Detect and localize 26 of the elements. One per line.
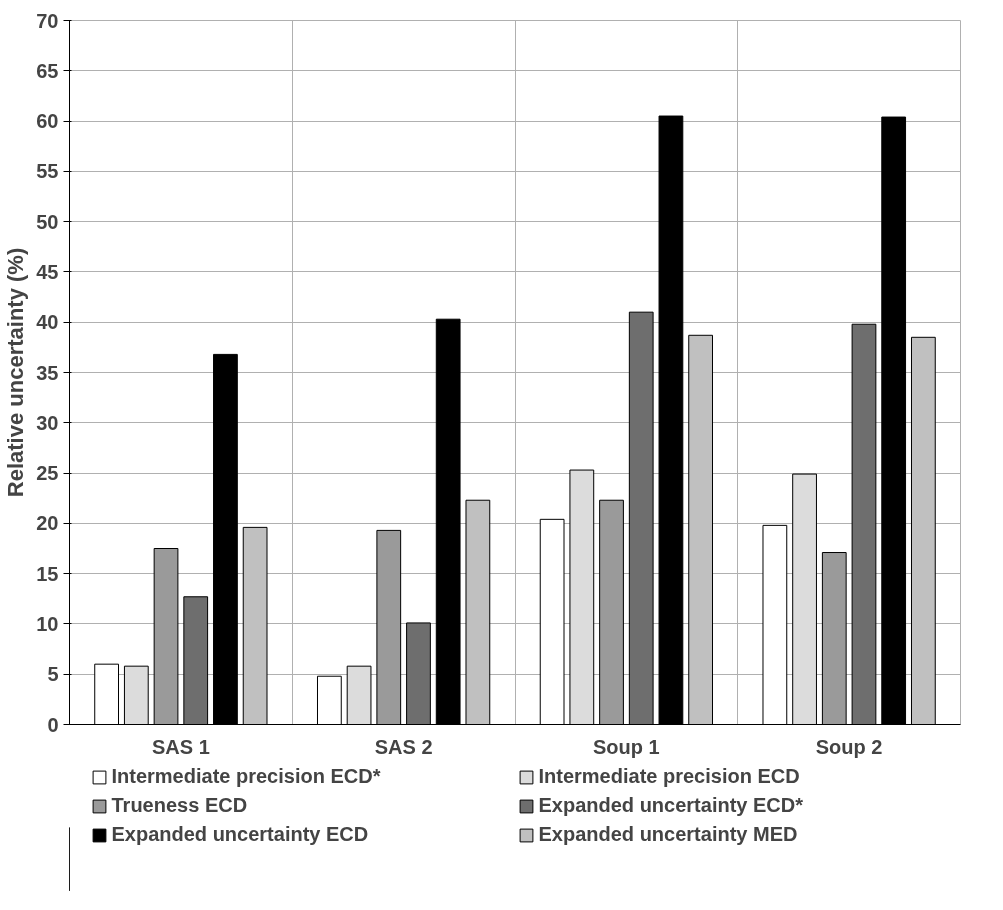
legend-label: Intermediate precision ECD [538, 765, 801, 788]
y-tick-label: 60 [36, 110, 59, 133]
legend-label: Expanded uncertainty ECD* [538, 794, 804, 817]
legend-label: Expanded uncertainty MED [538, 823, 799, 846]
y-tick-label: 0 [47, 713, 59, 736]
y-tick-label: 5 [47, 663, 59, 686]
y-tick-label: 15 [36, 562, 59, 585]
x-tick-label: Soup 2 [815, 735, 883, 758]
y-tick-label: 55 [36, 160, 59, 183]
y-tick-label: 40 [36, 311, 59, 334]
y-tick-label: 45 [36, 260, 59, 283]
legend-label: Trueness ECD [111, 794, 249, 817]
y-tick-label: 10 [36, 612, 59, 635]
x-tick-label: Soup 1 [593, 735, 660, 758]
legend-label: Intermediate precision ECD* [111, 765, 382, 788]
y-tick-label: 50 [36, 210, 59, 233]
y-tick-label: 70 [36, 9, 59, 32]
x-tick-label: SAS 2 [374, 735, 433, 758]
y-tick-label: 30 [36, 411, 59, 434]
y-tick-label: 65 [36, 59, 59, 82]
y-tick-label: 35 [36, 361, 59, 384]
y-tick-label: 25 [36, 462, 59, 485]
y-axis-title: Relative uncertainty (%) [3, 247, 29, 498]
y-tick-label: 20 [36, 512, 59, 535]
legend-label: Expanded uncertainty ECD [111, 823, 370, 846]
x-tick-label: SAS 1 [151, 735, 210, 758]
